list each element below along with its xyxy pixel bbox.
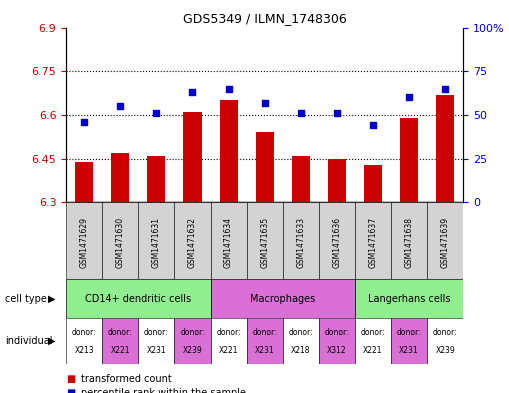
Text: GSM1471631: GSM1471631 [152,217,161,268]
Text: donor:: donor: [216,328,241,337]
Bar [219,100,238,202]
FancyBboxPatch shape [175,318,211,364]
FancyBboxPatch shape [66,318,102,364]
Text: donor:: donor: [433,328,458,337]
FancyBboxPatch shape [282,318,319,364]
FancyBboxPatch shape [138,202,175,279]
Bar [292,156,310,202]
FancyBboxPatch shape [319,202,355,279]
Point [297,110,305,116]
Text: GSM1471637: GSM1471637 [369,217,378,268]
Point [116,103,124,109]
FancyBboxPatch shape [211,279,355,318]
Text: GSM1471639: GSM1471639 [441,217,449,268]
Text: cell type: cell type [5,294,47,304]
Text: X221: X221 [110,346,130,355]
Point [80,119,88,125]
Text: GSM1471634: GSM1471634 [224,217,233,268]
Text: X231: X231 [255,346,274,355]
Text: GSM1471633: GSM1471633 [296,217,305,268]
Bar [256,132,274,202]
FancyBboxPatch shape [355,279,463,318]
Text: X221: X221 [363,346,383,355]
FancyBboxPatch shape [175,202,211,279]
Bar [400,118,418,202]
Point [405,94,413,101]
Text: ▶: ▶ [48,336,56,346]
Text: X312: X312 [327,346,347,355]
Text: percentile rank within the sample: percentile rank within the sample [81,388,246,393]
Title: GDS5349 / ILMN_1748306: GDS5349 / ILMN_1748306 [183,12,347,25]
FancyBboxPatch shape [102,318,138,364]
FancyBboxPatch shape [211,202,247,279]
Text: X218: X218 [291,346,310,355]
FancyBboxPatch shape [66,202,102,279]
FancyBboxPatch shape [211,318,247,364]
Text: GSM1471630: GSM1471630 [116,217,125,268]
Text: GSM1471632: GSM1471632 [188,217,197,268]
Text: donor:: donor: [252,328,277,337]
Text: donor:: donor: [144,328,168,337]
Text: Macrophages: Macrophages [250,294,316,304]
Text: donor:: donor: [72,328,97,337]
FancyBboxPatch shape [391,318,427,364]
Text: GSM1471635: GSM1471635 [260,217,269,268]
Text: donor:: donor: [361,328,385,337]
Text: GSM1471636: GSM1471636 [332,217,342,268]
FancyBboxPatch shape [66,279,211,318]
FancyBboxPatch shape [102,202,138,279]
Bar [183,112,202,202]
Text: X231: X231 [147,346,166,355]
FancyBboxPatch shape [427,202,463,279]
FancyBboxPatch shape [138,318,175,364]
Bar [328,159,346,202]
Text: ■: ■ [66,388,75,393]
Bar [148,156,165,202]
FancyBboxPatch shape [355,202,391,279]
FancyBboxPatch shape [319,318,355,364]
Point [441,86,449,92]
FancyBboxPatch shape [247,202,282,279]
Text: GSM1471629: GSM1471629 [80,217,89,268]
Bar [75,162,93,202]
Text: donor:: donor: [325,328,349,337]
Text: donor:: donor: [180,328,205,337]
Point [261,99,269,106]
Text: Langerhans cells: Langerhans cells [368,294,450,304]
Point [333,110,341,116]
Bar [436,95,454,202]
Text: ▶: ▶ [48,294,56,304]
Point [369,122,377,129]
Text: X231: X231 [399,346,419,355]
Text: donor:: donor: [108,328,133,337]
Point [224,86,233,92]
FancyBboxPatch shape [355,318,391,364]
FancyBboxPatch shape [282,202,319,279]
Text: individual: individual [5,336,52,346]
Text: X239: X239 [183,346,203,355]
Text: transformed count: transformed count [81,374,172,384]
Text: X239: X239 [435,346,455,355]
Point [188,89,196,95]
Text: ■: ■ [66,374,75,384]
Bar [364,165,382,202]
Text: X213: X213 [74,346,94,355]
Text: donor:: donor: [289,328,313,337]
Point [152,110,160,116]
Text: donor:: donor: [397,328,421,337]
FancyBboxPatch shape [247,318,282,364]
FancyBboxPatch shape [427,318,463,364]
Text: CD14+ dendritic cells: CD14+ dendritic cells [86,294,191,304]
FancyBboxPatch shape [391,202,427,279]
Bar [111,153,129,202]
Text: X221: X221 [219,346,238,355]
Text: GSM1471638: GSM1471638 [405,217,413,268]
